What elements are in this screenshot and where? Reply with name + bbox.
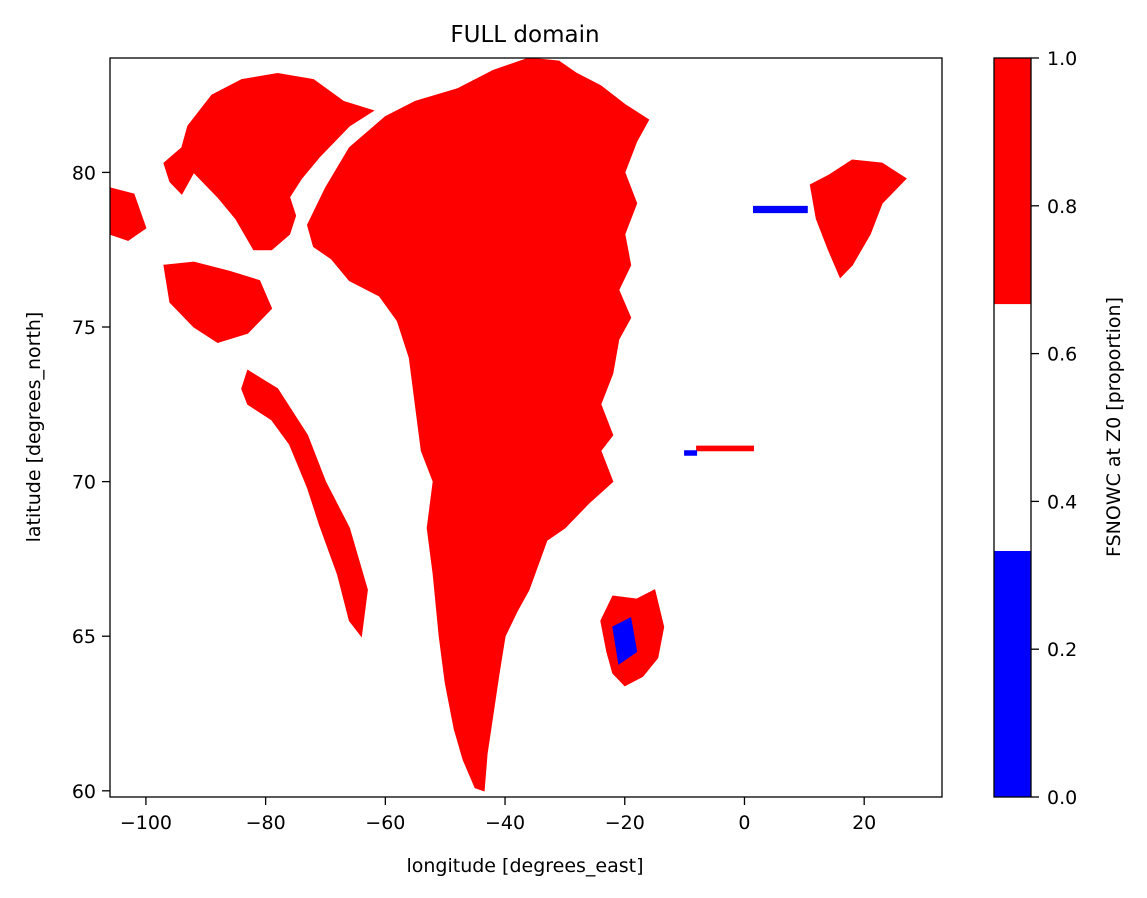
x-tick-label: −80: [246, 812, 286, 834]
colorbar-bin: [994, 58, 1031, 305]
region-ellesmere: [181, 72, 375, 251]
colorbar-tick-label: 1.0: [1047, 48, 1077, 70]
y-tick-label: 80: [72, 162, 96, 184]
y-axis-ticks: 60 65 70 75 80: [72, 162, 110, 803]
y-axis-label: latitude [degrees_north]: [23, 312, 45, 543]
x-axis-ticks: −100 −80 −60 −40 −20 0 20: [120, 797, 876, 834]
x-axis-label: longitude [degrees_east]: [406, 855, 643, 877]
low-area-jan-mayen-low: [684, 450, 698, 456]
colorbar-tick-label: 0.6: [1047, 344, 1077, 366]
x-tick-label: 0: [738, 812, 750, 834]
colorbar-tick-label: 0.2: [1047, 639, 1077, 661]
colorbar-frame: [993, 57, 1032, 798]
colorbar-label: FSNOWC at Z0 [proportion]: [1103, 297, 1125, 557]
region-svalbard: [809, 159, 907, 279]
colorbar-ticks: 0.0 0.2 0.4 0.6 0.8 1.0: [1031, 48, 1077, 809]
y-tick-label: 60: [72, 781, 96, 803]
colorbar-bin: [994, 304, 1031, 551]
colorbar: [994, 58, 1031, 797]
x-tick-label: −40: [485, 812, 525, 834]
y-tick-label: 65: [72, 626, 96, 648]
chart-title: FULL domain: [450, 22, 599, 48]
region-jan-mayen-line: [696, 445, 754, 452]
low-area-east-ice-strip: [753, 205, 808, 214]
colorbar-tick-label: 0.4: [1047, 491, 1077, 513]
y-tick-label: 75: [72, 317, 96, 339]
region-west-islands: [110, 187, 147, 241]
x-tick-label: 20: [852, 812, 876, 834]
plot-area: [110, 58, 907, 792]
y-tick-label: 70: [72, 472, 96, 494]
plot-frame: [109, 57, 943, 798]
colorbar-bin: [994, 550, 1031, 797]
region-greenland: [306, 58, 650, 792]
region-devon: [163, 261, 273, 344]
colorbar-tick-label: 0.8: [1047, 196, 1077, 218]
colorbar-tick-label: 0.0: [1047, 787, 1077, 809]
low-area-iceland-low: [612, 616, 638, 665]
x-tick-label: −20: [605, 812, 645, 834]
x-tick-label: −60: [365, 812, 405, 834]
region-axel-heiberg: [163, 146, 195, 195]
region-baffin: [241, 369, 368, 638]
x-tick-label: −100: [120, 812, 172, 834]
